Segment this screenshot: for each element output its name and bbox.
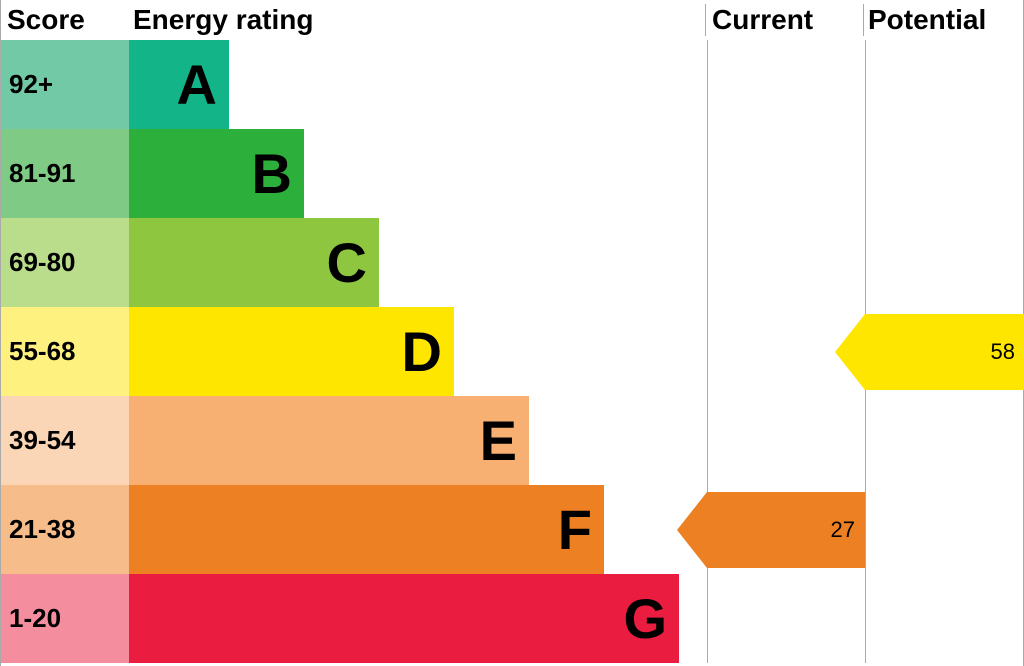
score-range-g: 1-20 [1, 574, 129, 663]
band-row-a: 92+A [1, 40, 1023, 129]
header-current: Current [705, 4, 863, 36]
current-marker-value: 27 [831, 517, 855, 543]
current-marker: 27 [707, 492, 865, 568]
potential-marker: 58 [865, 314, 1024, 390]
rating-bar-c: C [129, 218, 379, 307]
score-range-c: 69-80 [1, 218, 129, 307]
score-range-f: 21-38 [1, 485, 129, 574]
rating-bar-b: B [129, 129, 304, 218]
rating-bar-a: A [129, 40, 229, 129]
chart-body: 92+A81-91B69-80C55-68D39-54E21-38F1-20G2… [1, 40, 1023, 663]
rating-bar-f: F [129, 485, 604, 574]
score-range-d: 55-68 [1, 307, 129, 396]
rating-bar-d: D [129, 307, 454, 396]
potential-marker-arrow-icon [835, 314, 865, 390]
current-marker-arrow-icon [677, 492, 707, 568]
band-row-g: 1-20G [1, 574, 1023, 663]
score-range-b: 81-91 [1, 129, 129, 218]
band-row-e: 39-54E [1, 396, 1023, 485]
band-row-c: 69-80C [1, 218, 1023, 307]
band-row-f: 21-38F [1, 485, 1023, 574]
header-potential: Potential [863, 4, 1023, 36]
header-score: Score [1, 4, 129, 36]
score-range-a: 92+ [1, 40, 129, 129]
band-row-b: 81-91B [1, 129, 1023, 218]
rating-bar-g: G [129, 574, 679, 663]
potential-marker-value: 58 [991, 339, 1015, 365]
energy-rating-chart: Score Energy rating Current Potential 92… [0, 0, 1024, 666]
header-row: Score Energy rating Current Potential [1, 0, 1023, 40]
header-rating: Energy rating [129, 4, 705, 36]
rating-bar-e: E [129, 396, 529, 485]
score-range-e: 39-54 [1, 396, 129, 485]
